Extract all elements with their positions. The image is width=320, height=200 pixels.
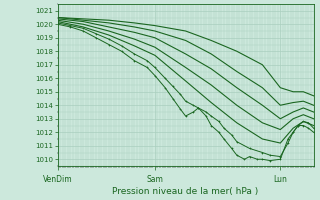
- X-axis label: Pression niveau de la mer( hPa ): Pression niveau de la mer( hPa ): [112, 187, 259, 196]
